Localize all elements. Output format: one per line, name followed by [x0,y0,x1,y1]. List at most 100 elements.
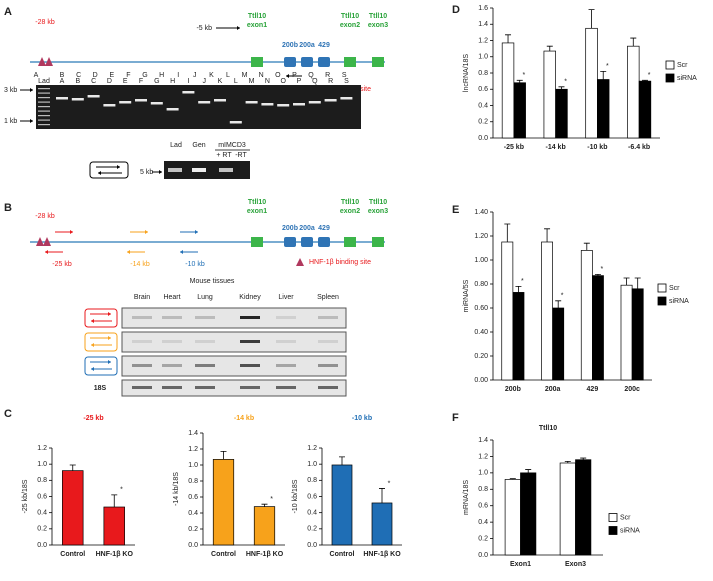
bar [520,472,537,556]
x-tick-label: Exon1 [510,561,531,568]
panel-label: F [452,412,459,424]
y-tick-label: 0.6 [188,494,198,501]
gel-band [103,104,116,107]
bar [638,80,652,139]
panel-label: C [4,408,12,420]
y-axis-label: -14 kb/18S [173,472,180,506]
x-tick-label: 429 [587,386,599,393]
gel [121,355,347,377]
bar [331,464,353,546]
gel [121,331,347,353]
error-bar [505,34,512,43]
y-tick-label: 0.8 [37,477,47,484]
chart-title: Ttll10 [539,425,557,432]
primer-box [84,308,118,328]
legend-swatch [657,296,667,306]
legend-swatch [657,283,667,293]
arrow-head [91,343,94,347]
y-tick-label: 0.80 [474,281,488,288]
mir [284,57,296,67]
lane-label: M [249,78,255,85]
y-tick-label: 1.40 [474,209,488,216]
y-tick-label: 0.4 [478,519,488,526]
gel-band [132,364,152,367]
y-tick-label: 0.8 [307,477,317,484]
arrow-head [117,165,120,169]
gel [121,307,347,329]
bar [631,288,644,381]
tissue-label: Brain [134,294,150,301]
arrow-head [91,319,94,323]
gel-band [195,316,215,319]
y-tick-label: 1.0 [188,462,198,469]
arrow-head [286,74,289,78]
x-tick-label: HNF-1β KO [96,551,134,558]
y-tick-label: 0.8 [478,486,488,493]
binding-site [43,237,51,246]
error-bar [623,277,630,286]
chart-title: -14 kb [234,415,254,422]
size-label: 1 kb [4,118,17,125]
gel-band [132,386,152,389]
marker-label: K [209,72,214,79]
exon-label: exon2 [340,22,360,29]
panel-label: D [452,4,460,16]
lane-label: R [328,78,333,85]
exon [372,237,384,247]
y-tick-label: 0.0 [478,552,488,559]
exon-label: Ttll10 [341,199,359,206]
error-bar [594,274,601,276]
exon [372,57,384,67]
primer-label: -14 kb [130,261,150,268]
gel-band [276,340,296,343]
sublane-label: -RT [235,152,247,159]
marker-label: C [76,72,81,79]
bar [543,50,556,139]
error-bar [634,277,641,289]
x-tick-label: -25 kb [504,144,524,151]
lane-label: Gen [192,142,205,149]
legend-label: HNF-1β binding site [309,259,371,266]
exon-label: Ttll10 [248,13,266,20]
error-bar [525,469,532,473]
legend-label: Scr [677,62,688,69]
marker-label: R [325,72,330,79]
arrow-head [195,230,198,234]
exon [344,57,356,67]
gel-band [261,103,274,106]
marker-label: J [193,72,197,79]
x-tick-label: HNF-1β KO [363,551,401,558]
bar [501,42,515,139]
y-tick-label: 0.2 [307,526,317,533]
error-bar [516,79,523,83]
y-axis-label: miRNA/5S [463,279,470,312]
exon-label: Ttll10 [369,199,387,206]
lane-label: K [218,78,223,85]
gel-band [324,99,337,102]
y-tick-label: 1.00 [474,257,488,264]
lane-label: P [297,78,302,85]
ladder-band [38,110,50,112]
ladder-band [38,92,50,94]
error-bar [564,460,571,463]
arrow-head [237,26,240,30]
y-tick-label: 0.0 [478,135,488,142]
y-tick-label: 0.6 [478,503,488,510]
gel-band [277,104,290,107]
gel-band [182,91,195,94]
gel-band [162,316,182,319]
tissue-label: Lung [197,294,213,301]
lane-label: D [107,78,112,85]
y-tick-label: 0.0 [188,542,198,549]
exon [251,237,263,247]
gel-band [240,386,260,389]
bar [555,88,568,139]
exon [251,57,263,67]
error-bar [504,223,511,242]
lane-label: G [154,78,159,85]
x-tick-label: HNF-1β KO [246,551,284,558]
bar [253,506,276,546]
bar [504,479,521,556]
error-bar [641,79,648,82]
gel-band [132,316,152,319]
